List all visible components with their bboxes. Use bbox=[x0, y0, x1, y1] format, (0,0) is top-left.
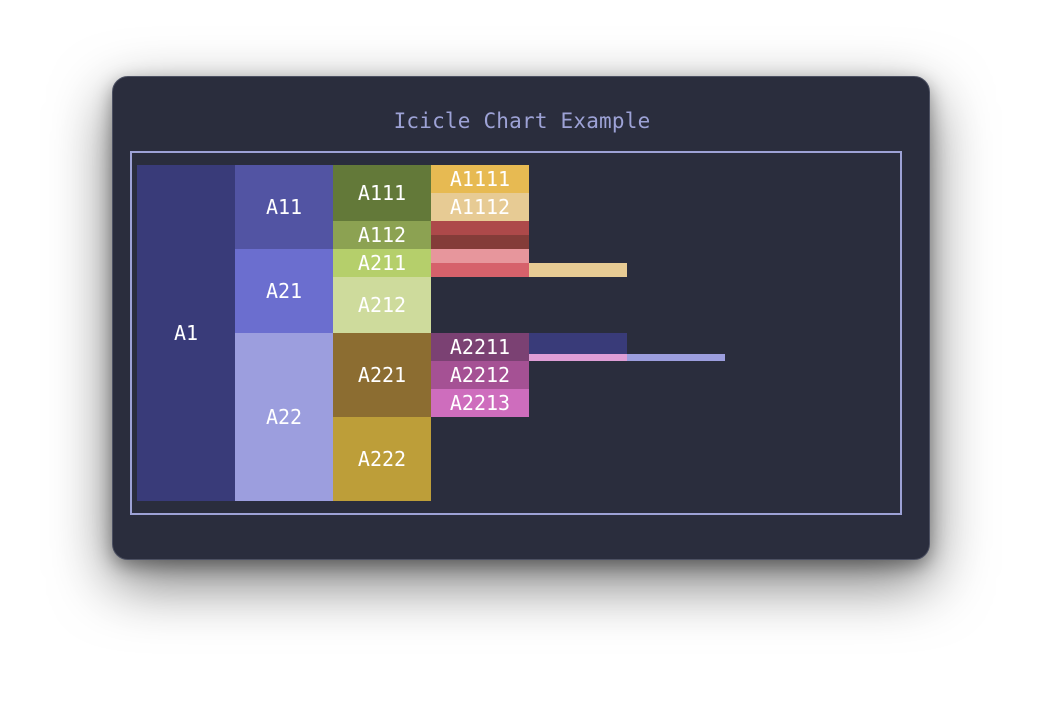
icicle-cell-a21[interactable]: A21 bbox=[235, 249, 333, 333]
icicle-cell-a111[interactable]: A111 bbox=[333, 165, 431, 221]
icicle-cell-a222[interactable]: A222 bbox=[333, 417, 431, 501]
icicle-plot-area: A1 A11 A21 A22 A111 A112 A211 A212 A221 A222 A1111… bbox=[137, 165, 901, 501]
icicle-cell-a2112[interactable] bbox=[431, 263, 529, 277]
icicle-cell-a112[interactable]: A112 bbox=[333, 221, 431, 249]
icicle-cell-a212[interactable]: A212 bbox=[333, 277, 431, 333]
icicle-cell-a221121[interactable] bbox=[627, 354, 725, 361]
icicle-cell-a11[interactable]: A11 bbox=[235, 165, 333, 249]
icicle-cell-a1111[interactable]: A1111 bbox=[431, 165, 529, 193]
icicle-cell-a211[interactable]: A211 bbox=[333, 249, 431, 277]
icicle-cell-a2213[interactable]: A2213 bbox=[431, 389, 529, 417]
icicle-cell-a1[interactable]: A1 bbox=[137, 165, 235, 501]
icicle-cell-a1112[interactable]: A1112 bbox=[431, 193, 529, 221]
icicle-cell-a1122[interactable] bbox=[431, 235, 529, 249]
chart-title: Icicle Chart Example bbox=[393, 109, 651, 133]
icicle-cell-a2212[interactable]: A2212 bbox=[431, 361, 529, 389]
icicle-cell-a2111[interactable] bbox=[431, 249, 529, 263]
icicle-cell-a22111[interactable] bbox=[529, 333, 627, 354]
icicle-cell-a221[interactable]: A221 bbox=[333, 333, 431, 417]
icicle-cell-a21121[interactable] bbox=[529, 263, 627, 277]
icicle-cell-a22[interactable]: A22 bbox=[235, 333, 333, 501]
icicle-cell-a22112[interactable] bbox=[529, 354, 627, 361]
plot-frame bbox=[130, 151, 902, 515]
icicle-cell-a1121[interactable] bbox=[431, 221, 529, 235]
chart-window: Icicle Chart Example A1 A11 A21 A22 A111 A112… bbox=[112, 76, 930, 560]
icicle-cell-a2211[interactable]: A2211 bbox=[431, 333, 529, 361]
